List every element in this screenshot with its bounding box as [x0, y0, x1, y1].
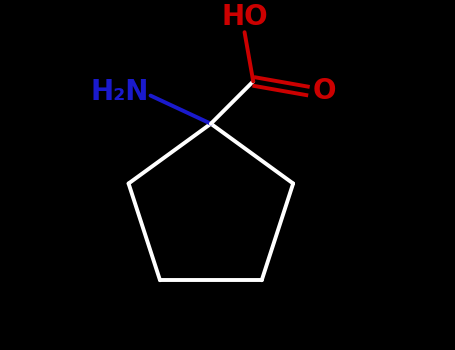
Text: O: O: [313, 77, 336, 105]
Text: H₂N: H₂N: [91, 78, 149, 106]
Text: HO: HO: [221, 2, 268, 30]
